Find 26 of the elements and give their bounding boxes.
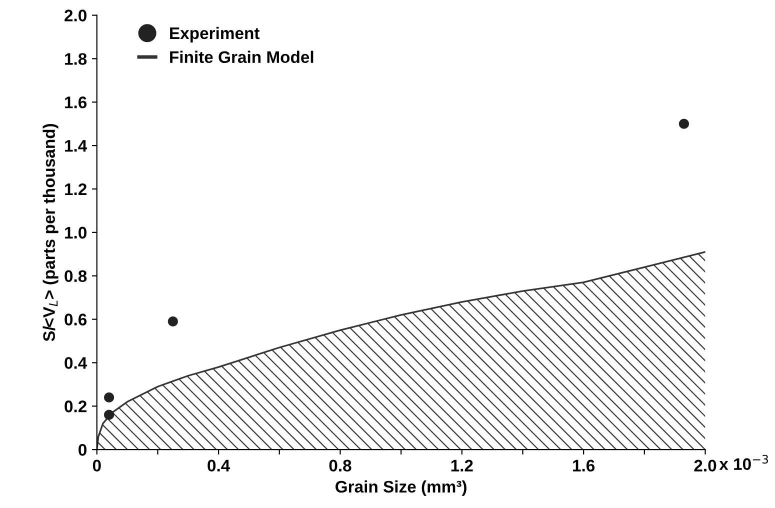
x-tick-label: 1.6 bbox=[573, 460, 595, 472]
y-tick-label: 0 bbox=[78, 444, 86, 456]
y-tick-label: 1.6 bbox=[65, 96, 87, 108]
y-tick-label: 1.2 bbox=[65, 183, 86, 196]
x-tick-label: 0 bbox=[92, 460, 101, 472]
text: x 10$^{−3}$ bbox=[719, 454, 768, 470]
y-tick-label: 0.6 bbox=[64, 314, 87, 326]
y-tick-label: 0.2 bbox=[64, 400, 86, 412]
y-tick-label: 1.4 bbox=[65, 140, 88, 152]
y-axis-title: S/<V$_{L}$> (parts per thousand) bbox=[42, 124, 58, 342]
legend-label: Experiment bbox=[170, 26, 260, 42]
point bbox=[104, 392, 114, 403]
x-tick-label: 1.2 bbox=[451, 460, 473, 472]
point bbox=[678, 118, 690, 129]
y-tick-label: 0.4 bbox=[64, 357, 88, 369]
x-tick-label: 2.0 bbox=[694, 460, 716, 472]
legend-label: Finite Grain Model bbox=[170, 50, 314, 64]
y-tick-label: 1.0 bbox=[65, 226, 86, 239]
point bbox=[168, 316, 178, 327]
point bbox=[104, 410, 114, 420]
x-axis-title: Grain Size (mm³) bbox=[336, 480, 466, 496]
y-tick-label: 1.8 bbox=[65, 53, 87, 65]
y-tick-label: 0.8 bbox=[64, 270, 87, 282]
x-tick-label: 0.8 bbox=[329, 460, 352, 472]
y-tick-label: 2.0 bbox=[64, 10, 86, 22]
x-tick-label: 0.4 bbox=[208, 460, 230, 472]
